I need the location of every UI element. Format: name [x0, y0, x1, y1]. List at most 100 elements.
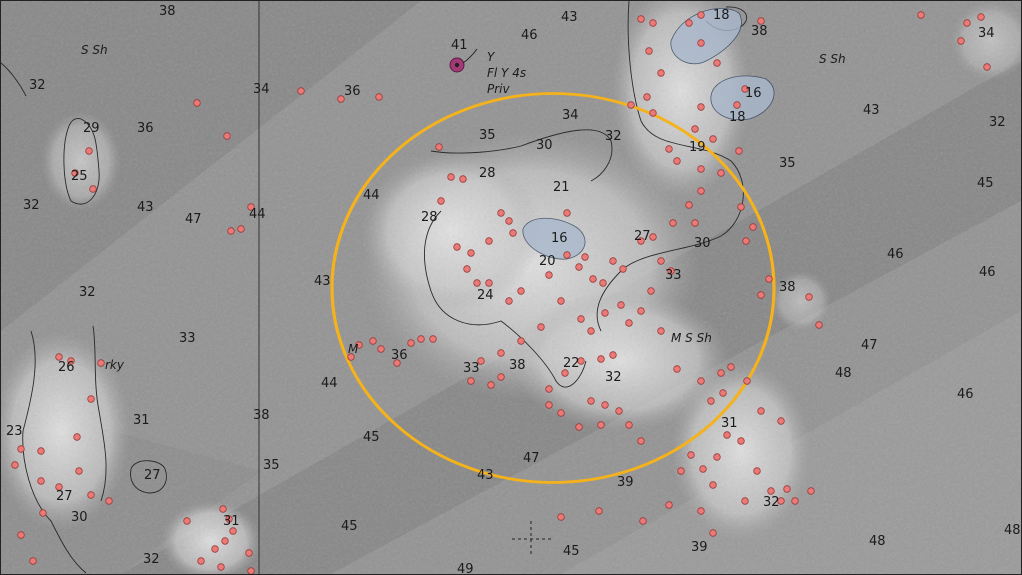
sample-marker[interactable]	[963, 19, 971, 27]
sample-marker[interactable]	[587, 397, 595, 405]
sample-marker[interactable]	[75, 467, 83, 475]
sample-marker[interactable]	[577, 357, 585, 365]
sample-marker[interactable]	[741, 85, 749, 93]
sample-marker[interactable]	[497, 349, 505, 357]
sample-marker[interactable]	[665, 501, 673, 509]
sample-marker[interactable]	[625, 319, 633, 327]
sample-marker[interactable]	[247, 203, 255, 211]
sample-marker[interactable]	[463, 265, 471, 273]
sample-marker[interactable]	[517, 337, 525, 345]
sample-marker[interactable]	[89, 185, 97, 193]
sample-marker[interactable]	[563, 209, 571, 217]
sample-marker[interactable]	[673, 157, 681, 165]
sample-marker[interactable]	[67, 357, 75, 365]
sample-marker[interactable]	[229, 527, 237, 535]
sample-marker[interactable]	[719, 389, 727, 397]
sample-marker[interactable]	[377, 345, 385, 353]
sample-marker[interactable]	[957, 37, 965, 45]
sample-marker[interactable]	[665, 145, 673, 153]
sample-marker[interactable]	[11, 461, 19, 469]
sample-marker[interactable]	[557, 297, 565, 305]
sample-marker[interactable]	[687, 451, 695, 459]
sample-marker[interactable]	[649, 109, 657, 117]
sample-marker[interactable]	[647, 287, 655, 295]
sample-marker[interactable]	[977, 13, 985, 21]
sample-marker[interactable]	[717, 169, 725, 177]
sample-marker[interactable]	[673, 365, 681, 373]
sample-marker[interactable]	[17, 445, 25, 453]
sample-marker[interactable]	[709, 529, 717, 537]
sample-marker[interactable]	[649, 19, 657, 27]
sample-marker[interactable]	[599, 279, 607, 287]
sample-marker[interactable]	[757, 407, 765, 415]
sample-marker[interactable]	[807, 487, 815, 495]
sample-marker[interactable]	[707, 397, 715, 405]
sample-marker[interactable]	[39, 509, 47, 517]
sample-marker[interactable]	[637, 15, 645, 23]
sample-marker[interactable]	[983, 63, 991, 71]
sample-marker[interactable]	[917, 11, 925, 19]
sample-marker[interactable]	[597, 421, 605, 429]
sample-marker[interactable]	[97, 359, 105, 367]
sample-marker[interactable]	[617, 301, 625, 309]
sample-marker[interactable]	[545, 385, 553, 393]
sample-marker[interactable]	[741, 497, 749, 505]
sample-marker[interactable]	[223, 132, 231, 140]
sample-marker[interactable]	[637, 437, 645, 445]
sample-marker[interactable]	[393, 359, 401, 367]
sample-marker[interactable]	[87, 491, 95, 499]
sample-marker[interactable]	[577, 315, 585, 323]
sample-marker[interactable]	[545, 401, 553, 409]
sample-marker[interactable]	[237, 225, 245, 233]
sample-marker[interactable]	[713, 453, 721, 461]
sample-marker[interactable]	[697, 507, 705, 515]
sample-marker[interactable]	[485, 279, 493, 287]
sample-marker[interactable]	[637, 237, 645, 245]
sample-marker[interactable]	[753, 467, 761, 475]
sample-marker[interactable]	[669, 219, 677, 227]
sample-marker[interactable]	[575, 263, 583, 271]
sample-marker[interactable]	[71, 169, 79, 177]
sample-marker[interactable]	[639, 517, 647, 525]
sample-marker[interactable]	[505, 297, 513, 305]
sample-marker[interactable]	[505, 217, 513, 225]
sample-marker[interactable]	[737, 437, 745, 445]
sample-marker[interactable]	[743, 377, 751, 385]
sample-marker[interactable]	[509, 229, 517, 237]
sample-marker[interactable]	[699, 465, 707, 473]
sample-marker[interactable]	[723, 431, 731, 439]
sample-marker[interactable]	[105, 497, 113, 505]
sample-marker[interactable]	[557, 409, 565, 417]
sample-marker[interactable]	[691, 125, 699, 133]
sample-marker[interactable]	[709, 135, 717, 143]
sample-marker[interactable]	[217, 563, 225, 571]
sample-marker[interactable]	[453, 243, 461, 251]
sample-marker[interactable]	[355, 341, 363, 349]
sample-marker[interactable]	[55, 483, 63, 491]
sample-marker[interactable]	[677, 467, 685, 475]
sample-marker[interactable]	[713, 59, 721, 67]
sample-marker[interactable]	[487, 381, 495, 389]
sample-marker[interactable]	[437, 197, 445, 205]
sample-marker[interactable]	[767, 487, 775, 495]
sample-marker[interactable]	[601, 309, 609, 317]
sample-marker[interactable]	[17, 531, 25, 539]
sample-marker[interactable]	[657, 69, 665, 77]
sample-marker[interactable]	[369, 337, 377, 345]
sample-marker[interactable]	[55, 353, 63, 361]
sample-marker[interactable]	[247, 567, 255, 574]
sample-marker[interactable]	[219, 505, 227, 513]
sample-marker[interactable]	[589, 275, 597, 283]
sample-marker[interactable]	[649, 233, 657, 241]
sample-marker[interactable]	[691, 219, 699, 227]
sample-marker[interactable]	[783, 485, 791, 493]
sample-marker[interactable]	[815, 321, 823, 329]
sample-marker[interactable]	[601, 401, 609, 409]
sample-marker[interactable]	[467, 377, 475, 385]
sample-marker[interactable]	[37, 477, 45, 485]
sample-marker[interactable]	[557, 513, 565, 521]
sample-marker[interactable]	[581, 253, 589, 261]
sample-marker[interactable]	[497, 373, 505, 381]
sample-marker[interactable]	[757, 291, 765, 299]
sample-marker[interactable]	[595, 507, 603, 515]
